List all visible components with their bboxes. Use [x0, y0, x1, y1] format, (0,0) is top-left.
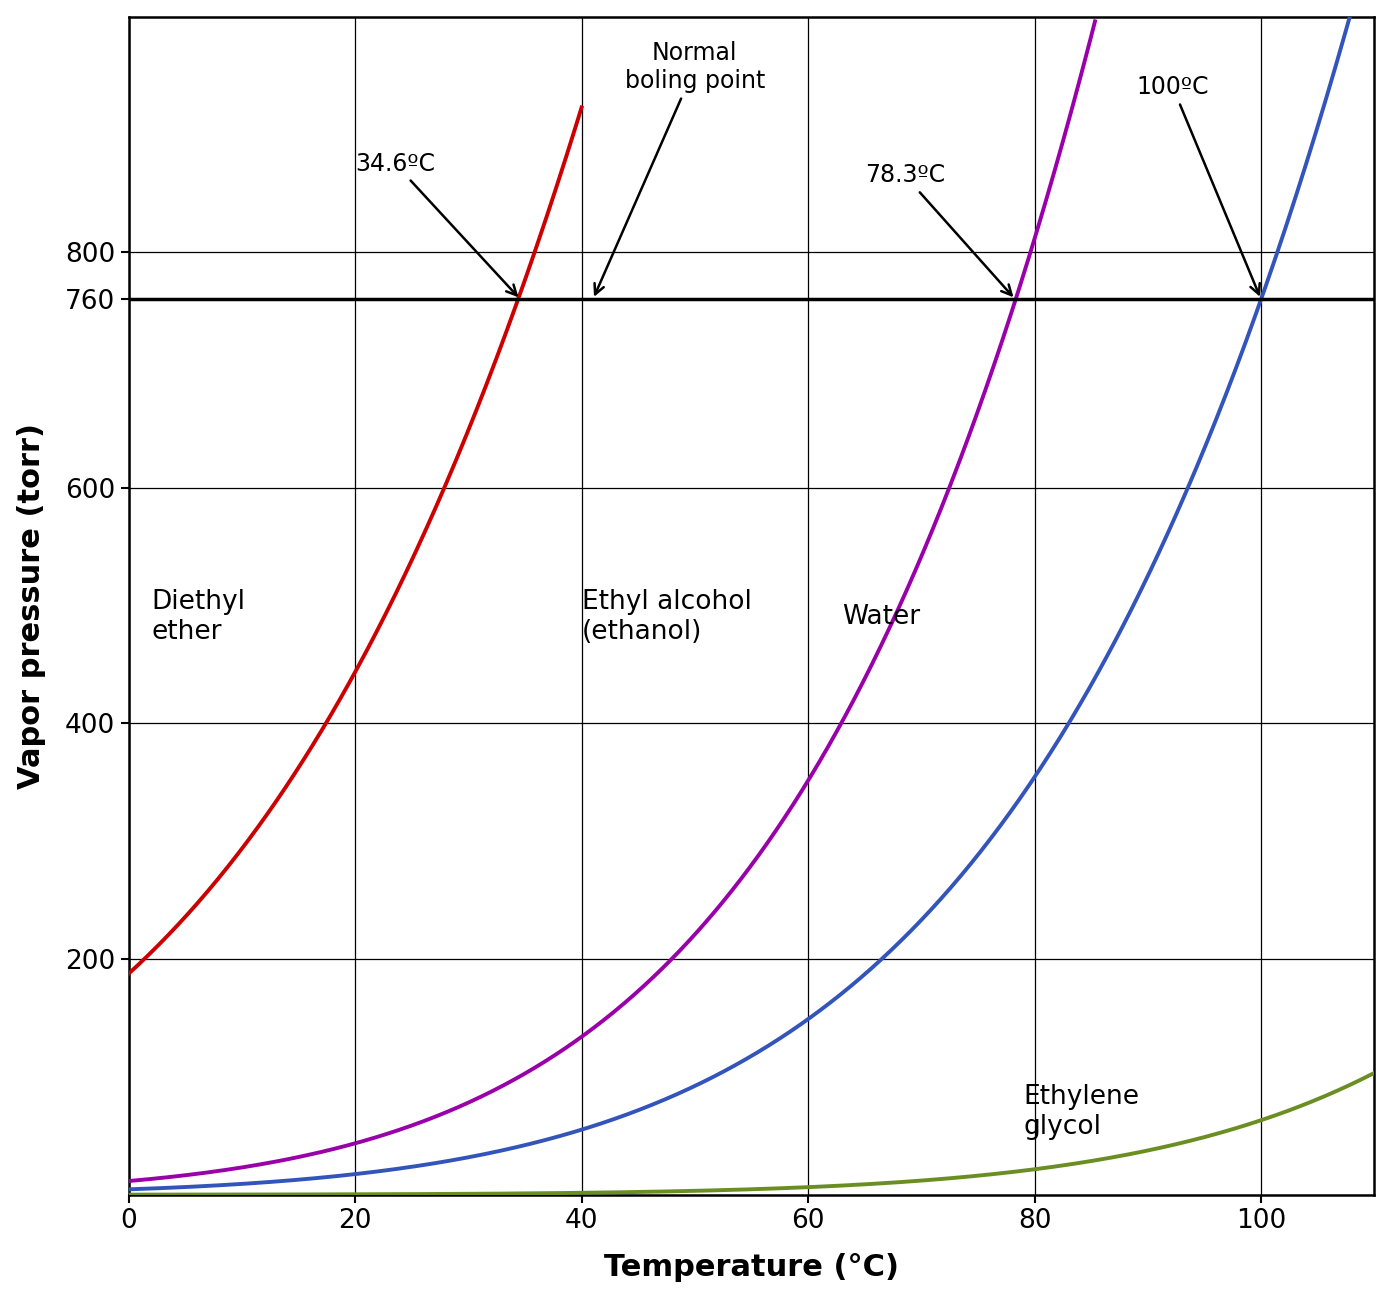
- Text: Water: Water: [842, 604, 921, 630]
- Text: 34.6ºC: 34.6ºC: [355, 152, 516, 295]
- Text: Diethyl
ether: Diethyl ether: [152, 590, 245, 646]
- Text: Normal
boling point: Normal boling point: [594, 42, 765, 295]
- Y-axis label: Vapor pressure (torr): Vapor pressure (torr): [17, 422, 46, 788]
- Text: 100ºC: 100ºC: [1136, 75, 1260, 295]
- Text: Ethylene
glycol: Ethylene glycol: [1024, 1085, 1139, 1141]
- Text: 78.3ºC: 78.3ºC: [865, 164, 1011, 295]
- Text: Ethyl alcohol
(ethanol): Ethyl alcohol (ethanol): [581, 590, 751, 646]
- X-axis label: Temperature (°C): Temperature (°C): [604, 1254, 899, 1282]
